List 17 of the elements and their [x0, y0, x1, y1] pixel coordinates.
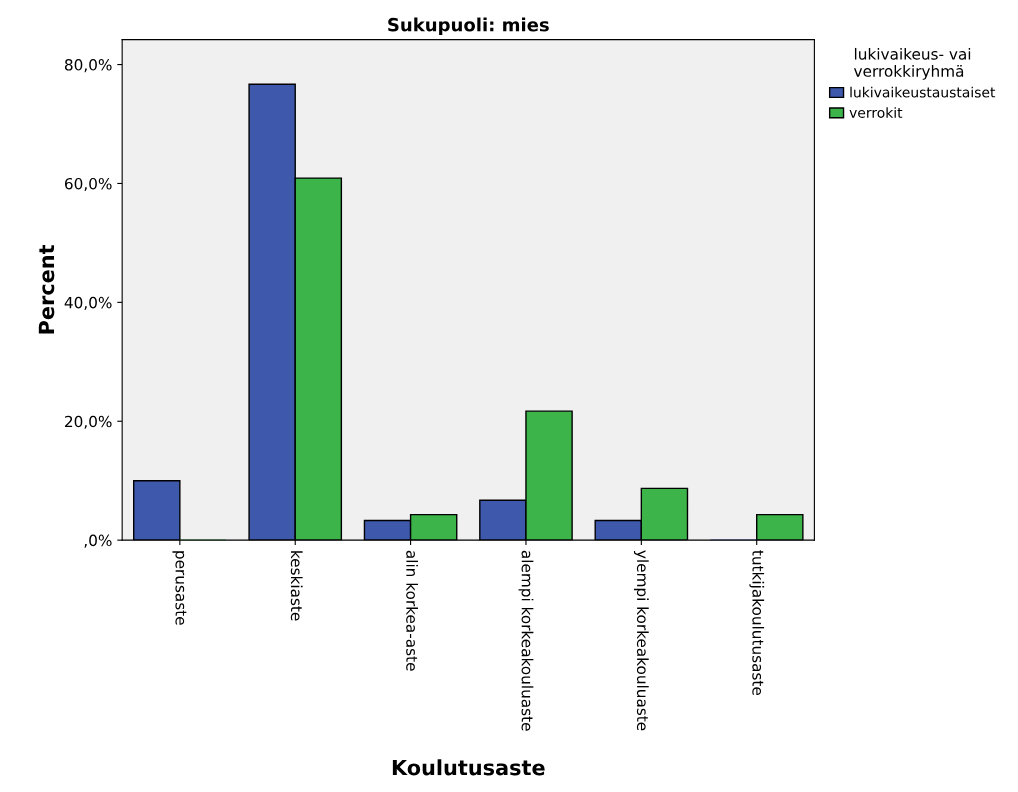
x-tick-label: ylempi korkeakouluaste [633, 550, 649, 731]
y-tick-label: 20,0% [65, 415, 112, 429]
legend-title: lukivaikeus- vai verrokkiryhmä [853, 47, 971, 80]
y-tick-label: 80,0% [64, 59, 112, 73]
chart-title: Sukupuoli: mies [388, 17, 549, 36]
x-tick-label: alin korkea-aste [406, 550, 418, 671]
x-tick-label: tutkijakoulutusaste [749, 550, 765, 696]
y-tick-label: 40,0% [64, 296, 112, 310]
y-axis-title: Percent [38, 244, 55, 334]
x-axis-title: Koulutusaste [392, 759, 545, 776]
y-tick-label: ,0% [84, 534, 112, 548]
legend-label: verrokit [849, 107, 903, 118]
legend-label: lukivaikeustaustaiset [850, 86, 996, 98]
x-tick-label: perusaste [172, 551, 187, 625]
y-tick-label: 60,0% [64, 177, 112, 192]
x-tick-label: alempi korkeakouluaste [518, 550, 534, 731]
x-tick-label: keskiaste [290, 551, 303, 621]
